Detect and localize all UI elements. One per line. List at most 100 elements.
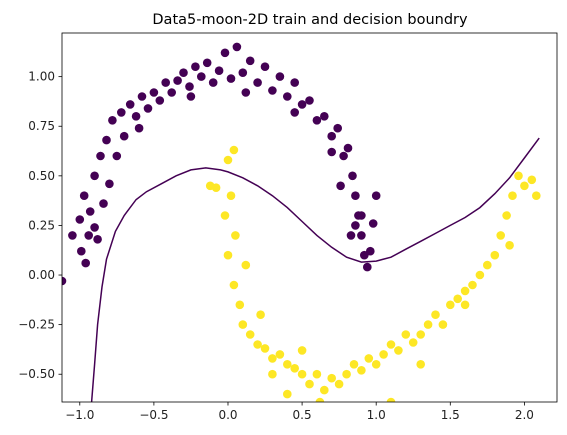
data-point bbox=[423, 320, 433, 329]
data-point bbox=[202, 58, 212, 68]
data-point bbox=[290, 108, 300, 117]
data-point bbox=[238, 68, 248, 77]
data-point bbox=[229, 280, 239, 290]
data-point bbox=[223, 155, 233, 165]
data-point bbox=[483, 260, 492, 270]
data-point bbox=[490, 250, 500, 260]
data-point bbox=[125, 100, 135, 109]
data-point bbox=[75, 215, 85, 224]
y-tick-label: 0.75 bbox=[28, 119, 55, 133]
data-point bbox=[119, 131, 129, 141]
data-point bbox=[514, 171, 523, 181]
data-point bbox=[438, 320, 448, 329]
data-point bbox=[131, 112, 141, 121]
chart-title: Data5-moon-2D train and decision boundry bbox=[152, 12, 468, 28]
data-point bbox=[241, 88, 251, 97]
data-point bbox=[334, 379, 344, 389]
data-point bbox=[256, 310, 265, 320]
data-point bbox=[93, 235, 102, 244]
data-point bbox=[366, 246, 375, 256]
y-tick-label: 0.50 bbox=[28, 169, 55, 183]
data-point bbox=[401, 330, 411, 339]
data-point bbox=[260, 62, 270, 71]
data-point bbox=[364, 354, 374, 363]
data-point bbox=[379, 350, 388, 359]
data-point bbox=[386, 397, 396, 402]
data-point bbox=[117, 108, 126, 117]
x-tick-label: 1.5 bbox=[441, 408, 460, 422]
data-point bbox=[336, 181, 345, 191]
x-tick-label: 2.0 bbox=[515, 408, 534, 422]
data-point bbox=[102, 135, 111, 145]
series-1 bbox=[205, 145, 541, 402]
data-point bbox=[408, 338, 418, 347]
data-point bbox=[275, 72, 285, 81]
data-point bbox=[343, 143, 353, 153]
data-point bbox=[327, 147, 337, 157]
data-point bbox=[297, 346, 307, 355]
data-point bbox=[268, 86, 277, 95]
y-tick-label: 0.25 bbox=[28, 218, 55, 232]
data-point bbox=[149, 88, 159, 97]
x-tick-label: 1.0 bbox=[367, 408, 386, 422]
data-point bbox=[416, 330, 426, 339]
data-point bbox=[245, 330, 255, 339]
data-point bbox=[68, 231, 77, 240]
data-point bbox=[90, 171, 99, 181]
x-tick-label: 0.0 bbox=[218, 408, 237, 422]
data-point bbox=[305, 379, 314, 389]
data-point bbox=[268, 369, 277, 379]
data-point bbox=[186, 92, 196, 101]
data-point bbox=[79, 191, 89, 200]
data-point bbox=[357, 366, 366, 375]
data-point bbox=[357, 231, 366, 240]
data-point bbox=[161, 78, 170, 87]
data-point bbox=[211, 183, 221, 192]
x-tick-label: −0.5 bbox=[139, 408, 168, 422]
data-point bbox=[496, 231, 506, 240]
data-point bbox=[99, 199, 108, 208]
data-point bbox=[137, 92, 147, 101]
data-point bbox=[105, 179, 114, 189]
data-point bbox=[253, 340, 262, 349]
data-point bbox=[229, 145, 239, 155]
data-point bbox=[320, 112, 329, 121]
data-point bbox=[253, 78, 262, 87]
data-point bbox=[527, 175, 537, 185]
data-point bbox=[363, 262, 372, 272]
axes: −1.0 −0.5 0.0 0.5 1.0 1.5 2.0 −0.50 −0.25 0.00 0.2… bbox=[18, 32, 558, 422]
data-point bbox=[268, 354, 277, 363]
data-point bbox=[134, 123, 144, 133]
data-point bbox=[371, 191, 381, 200]
data-point bbox=[173, 76, 182, 85]
data-point bbox=[260, 344, 270, 353]
data-point bbox=[84, 231, 93, 240]
data-point bbox=[96, 151, 105, 161]
plot-area bbox=[62, 42, 541, 402]
data-point bbox=[315, 397, 325, 402]
data-point bbox=[468, 280, 477, 290]
data-point bbox=[357, 211, 366, 220]
data-point bbox=[283, 389, 292, 399]
data-point bbox=[416, 360, 426, 369]
data-point bbox=[346, 231, 356, 240]
data-point bbox=[85, 207, 95, 216]
data-point bbox=[532, 191, 541, 200]
data-point bbox=[232, 42, 242, 52]
data-point bbox=[342, 369, 351, 379]
y-tick-label: 0.00 bbox=[28, 268, 55, 282]
data-point bbox=[108, 116, 117, 125]
data-point bbox=[460, 286, 470, 296]
data-point bbox=[220, 48, 230, 58]
y-tick-label: 1.00 bbox=[28, 70, 55, 84]
data-point bbox=[348, 171, 357, 181]
data-point bbox=[290, 78, 300, 87]
data-point bbox=[453, 294, 463, 304]
data-point bbox=[90, 223, 99, 232]
data-point bbox=[245, 56, 255, 66]
data-point bbox=[351, 191, 360, 200]
series-0 bbox=[62, 42, 381, 286]
y-tick-label: −0.25 bbox=[18, 318, 55, 332]
data-point bbox=[327, 373, 337, 383]
